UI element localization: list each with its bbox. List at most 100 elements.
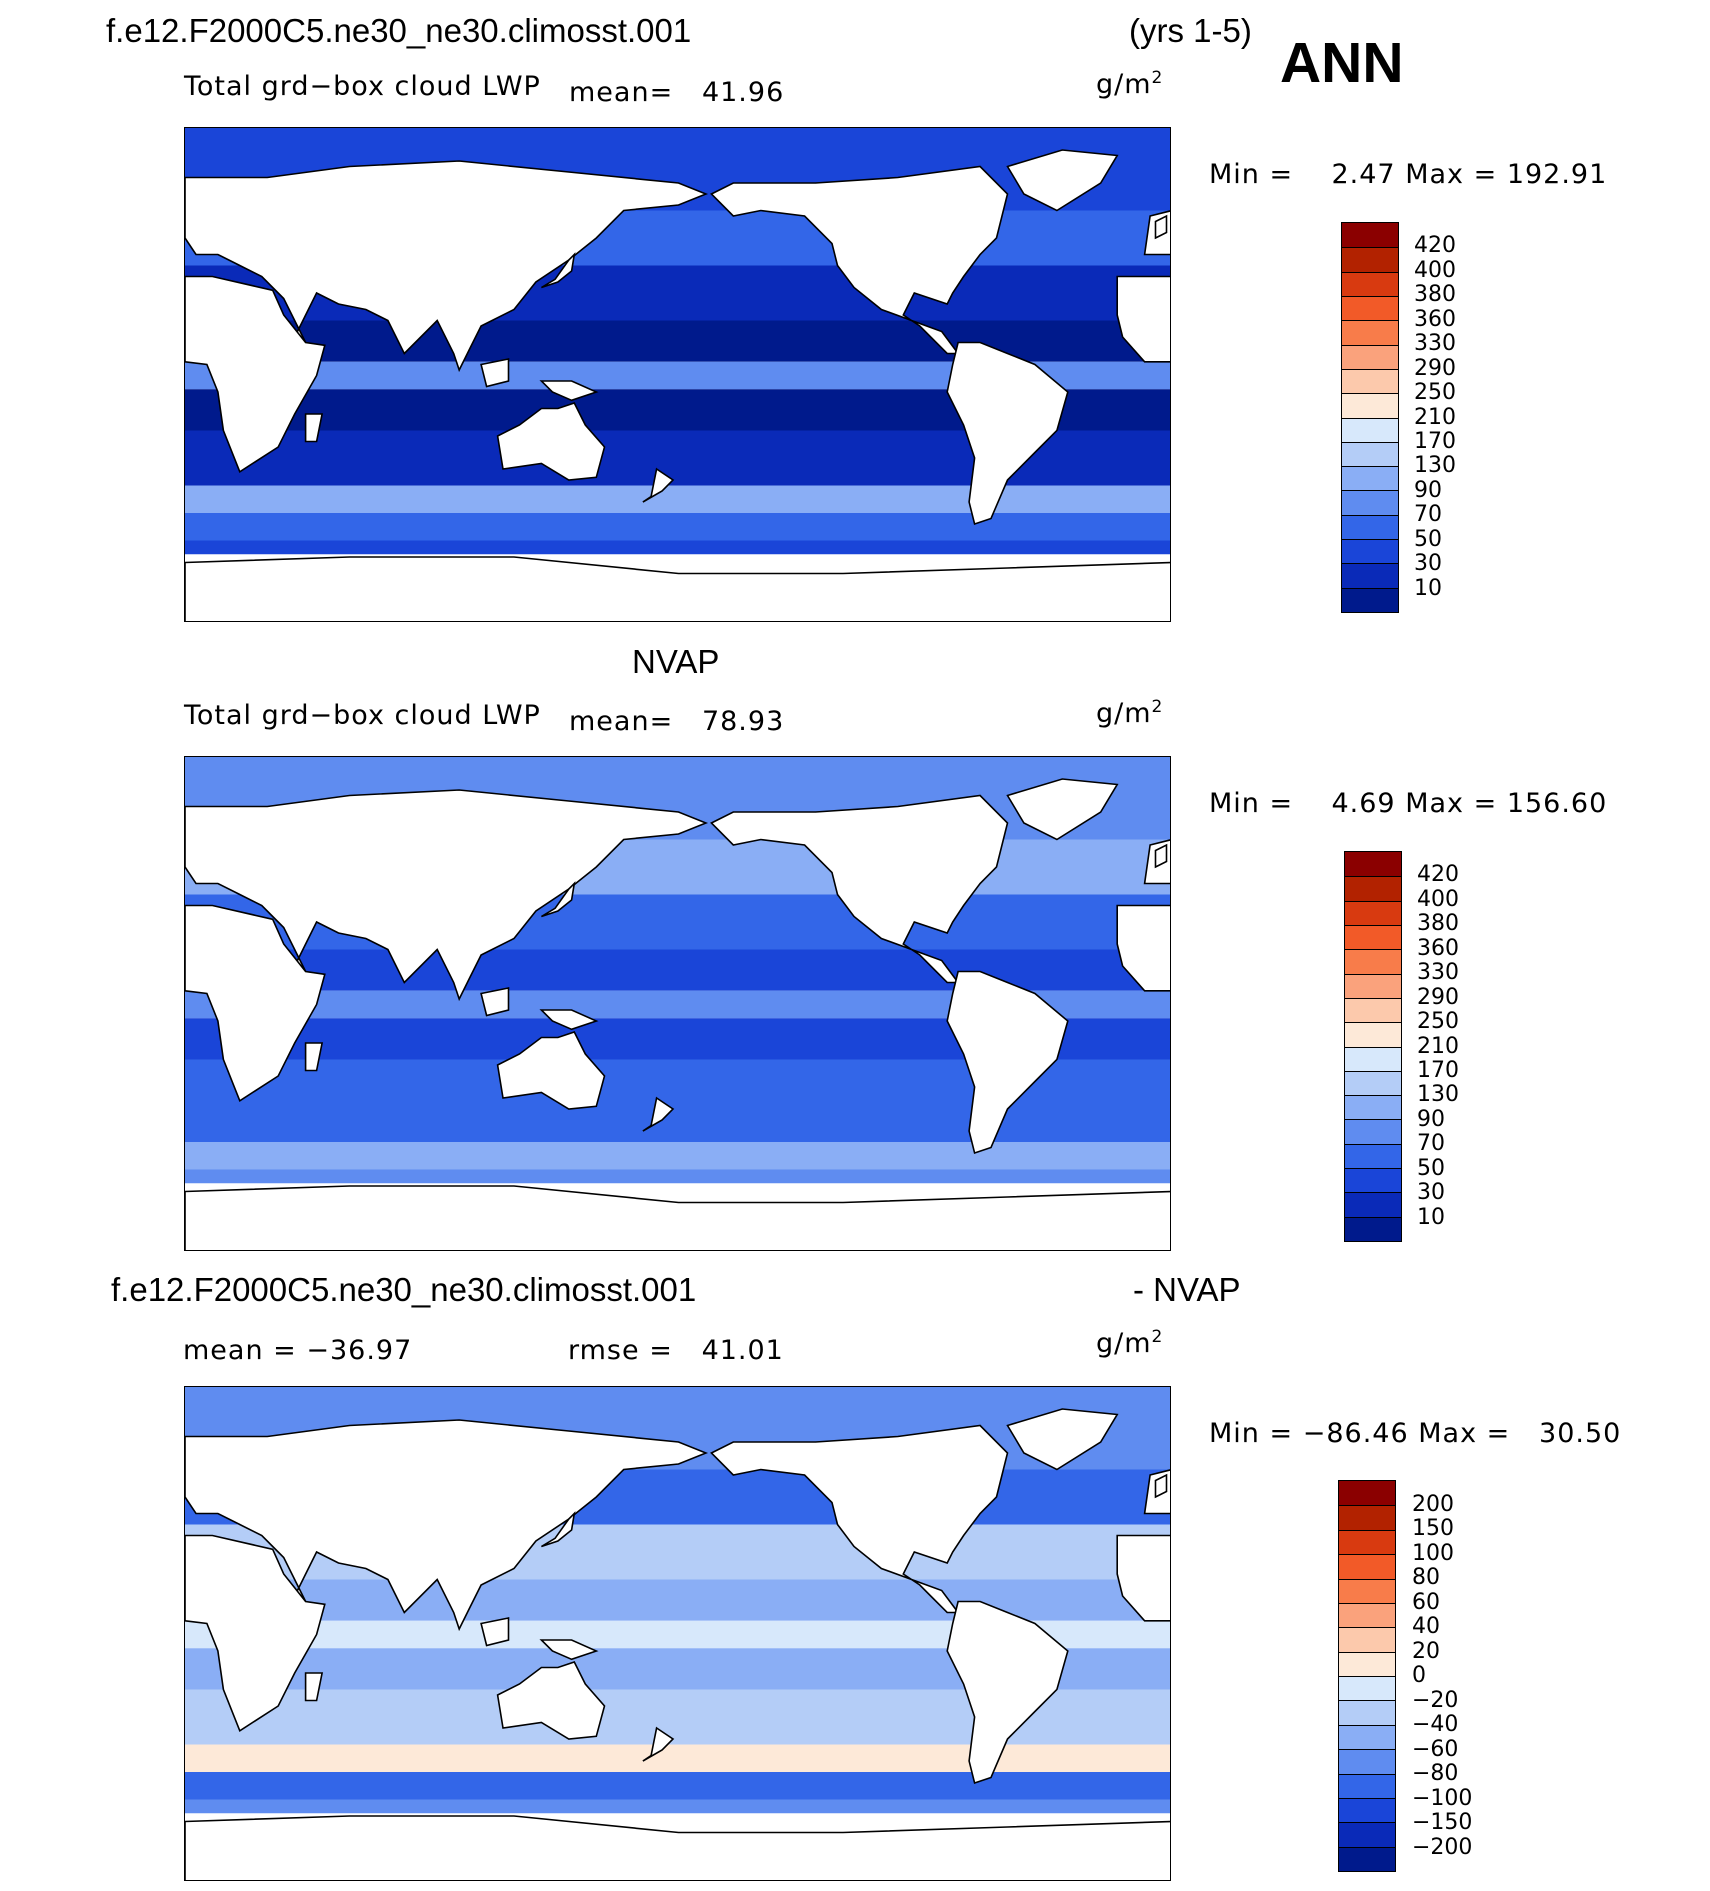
continent-outline (185, 789, 709, 1002)
ocean-field-band (185, 1142, 1170, 1170)
colorbar (1338, 1480, 1396, 1872)
colorbar-swatch (1339, 1602, 1395, 1628)
case-title: f.e12.F2000C5.ne30_ne30.climosst.001 (106, 12, 692, 49)
ocean-field-band (185, 1772, 1170, 1800)
colorbar-tick-label: 130 (1417, 1082, 1459, 1108)
world-map-obs (185, 757, 1170, 1250)
continent-outline (539, 1009, 599, 1031)
colorbar-tick-label: 50 (1414, 526, 1442, 552)
colorbar-swatch (1345, 924, 1401, 950)
continent-outline (185, 1534, 326, 1733)
colorbar-swatch (1342, 393, 1398, 418)
min-max-label: Min = 2.47 Max = 192.91 (1209, 159, 1608, 190)
colorbar-tick-label: 70 (1417, 1131, 1445, 1157)
continent-outline (946, 1600, 1069, 1785)
continent-outline (1116, 1534, 1170, 1622)
continent-outline (1116, 904, 1170, 992)
colorbar-tick-label: −40 (1412, 1712, 1459, 1737)
continent-outline (642, 467, 675, 503)
colorbar-tick-label: 10 (1414, 575, 1442, 601)
rmse-value: 41.01 (701, 1335, 784, 1366)
ocean-field-band (185, 949, 1170, 991)
colorbar-swatch (1339, 1724, 1395, 1750)
world-map-diff (185, 1387, 1170, 1880)
colorbar-tick-label: 400 (1414, 257, 1456, 283)
continent-outline (304, 1672, 324, 1702)
mean-label: mean= 78.93 (569, 706, 785, 737)
colorbar-tick-label: −80 (1412, 1761, 1459, 1786)
variable-label: Total grd−box cloud LWP (184, 700, 541, 731)
continent-outline (710, 1424, 1009, 1614)
colorbar-tick-label: 170 (1414, 428, 1456, 454)
mean-label: mean= 41.96 (569, 77, 785, 108)
continent-outline (946, 970, 1069, 1155)
continent-outline (480, 358, 510, 388)
continent-outline (540, 252, 576, 289)
continent-outline (1116, 275, 1170, 363)
continent-outline (1154, 214, 1168, 240)
ocean-field-band (185, 485, 1170, 513)
colorbar-tick-label: 210 (1417, 1033, 1459, 1059)
continent-outline (710, 794, 1009, 984)
colorbar-swatch (1339, 1822, 1395, 1847)
continent-outline (496, 1031, 606, 1110)
colorbar-swatch (1339, 1676, 1395, 1701)
colorbar-tick-label: 420 (1417, 862, 1459, 888)
colorbar-swatch (1345, 949, 1401, 974)
units-label: g/m2 (1096, 697, 1164, 729)
continent-outline (480, 1617, 510, 1647)
continent-outline (185, 275, 326, 474)
colorbar-tick-label: −60 (1412, 1736, 1459, 1762)
units-label: g/m2 (1096, 1327, 1164, 1359)
continent-outline (1006, 149, 1119, 212)
ocean-field-band (185, 1169, 1170, 1184)
map-panel-diff (184, 1386, 1171, 1881)
colorbar-tick-label: 250 (1417, 1009, 1459, 1035)
colorbar-tick-label: 330 (1414, 331, 1456, 357)
colorbar-tick-label: 20 (1412, 1638, 1440, 1664)
ocean-field-band (185, 320, 1170, 362)
continent-outline (480, 987, 510, 1017)
colorbar-tick-label: 360 (1417, 935, 1459, 961)
continent-outline (1154, 843, 1168, 869)
mean-value: −36.97 (306, 1335, 413, 1366)
ocean-field-band (185, 540, 1170, 555)
map-panel-obs (184, 756, 1171, 1251)
colorbar-tick-label: 330 (1417, 960, 1459, 986)
colorbar-swatch (1342, 320, 1398, 345)
colorbar-swatch (1345, 973, 1401, 998)
continent-outline (642, 1096, 675, 1132)
colorbar-swatch (1339, 1554, 1395, 1579)
colorbar-tick-label: 170 (1417, 1057, 1459, 1083)
colorbar-tick-label: 210 (1414, 404, 1456, 430)
colorbar-tick-label: 290 (1414, 355, 1456, 381)
variable-label: Total grd−box cloud LWP (184, 71, 541, 102)
colorbar-swatch (1342, 223, 1398, 248)
colorbar-swatch (1339, 1481, 1395, 1506)
colorbar-tick-label: 100 (1412, 1540, 1454, 1566)
continent-outline (304, 1042, 324, 1072)
season-label: ANN (1280, 31, 1404, 95)
colorbar-tick-label: 200 (1412, 1491, 1454, 1517)
colorbar-tick-label: 420 (1414, 233, 1456, 259)
colorbar-swatch (1339, 1651, 1395, 1676)
colorbar-tick-label: 380 (1414, 282, 1456, 308)
colorbar-tick-label: 70 (1414, 502, 1442, 528)
continent-outline (710, 165, 1009, 355)
colorbar-tick-label: 360 (1414, 306, 1456, 332)
colorbar-swatch (1342, 295, 1398, 321)
diff-title-right: - NVAP (1133, 1271, 1241, 1308)
colorbar-swatch (1342, 271, 1398, 296)
colorbar-tick-label: 250 (1414, 380, 1456, 406)
colorbar-swatch (1339, 1773, 1395, 1798)
colorbar-swatch (1345, 1046, 1401, 1071)
ocean-field-band (185, 1744, 1170, 1772)
colorbar-swatch (1345, 1119, 1401, 1144)
ocean-field-band (185, 1799, 1170, 1814)
colorbar (1341, 222, 1399, 613)
colorbar-tick-label: 290 (1417, 984, 1459, 1010)
continent-outline (1154, 1473, 1168, 1499)
units-label: g/m2 (1096, 68, 1164, 100)
world-map-model (185, 128, 1170, 621)
colorbar-tick-label: 400 (1417, 886, 1459, 912)
